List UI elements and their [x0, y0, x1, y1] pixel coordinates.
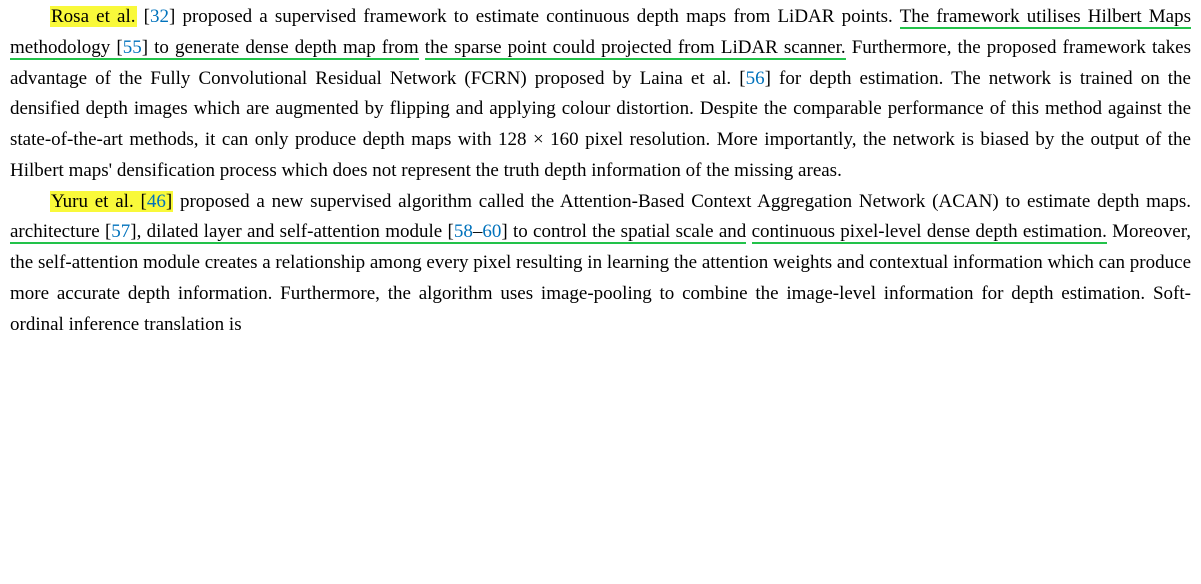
underline-segment: the sparse point could projected from Li…	[425, 37, 846, 60]
text: [	[137, 6, 150, 27]
underline-segment: continuous pixel-level dense depth estim…	[752, 221, 1107, 244]
text: proposed a new supervised algorithm call…	[173, 191, 1191, 212]
underline-segment: architecture [57], dilated layer and sel…	[10, 221, 746, 244]
text: ], dilated layer and self-attention modu…	[130, 221, 454, 242]
citation-57[interactable]: 57	[111, 221, 130, 242]
document-page: Rosa et al. [32] proposed a supervised f…	[0, 0, 1201, 342]
text: ] to control the spatial scale and	[501, 221, 746, 242]
text: Yuru et al. [	[51, 191, 147, 212]
citation-58[interactable]: 58	[454, 221, 473, 242]
highlight-author-2: Yuru et al. [46]	[50, 191, 173, 212]
citation-60[interactable]: 60	[482, 221, 501, 242]
citation-55[interactable]: 55	[123, 37, 142, 58]
text: –	[473, 221, 483, 242]
highlight-author-1: Rosa et al.	[50, 6, 137, 27]
citation-32[interactable]: 32	[150, 6, 169, 27]
paragraph-1: Rosa et al. [32] proposed a supervised f…	[10, 2, 1191, 187]
text: architecture [	[10, 221, 111, 242]
citation-56[interactable]: 56	[746, 68, 765, 89]
paragraph-2: Yuru et al. [46] proposed a new supervis…	[10, 187, 1191, 341]
citation-46[interactable]: 46	[147, 191, 166, 212]
text: ] to generate dense depth map from	[142, 37, 419, 58]
text: ] proposed a supervised framework to est…	[169, 6, 900, 27]
text: ]	[166, 191, 172, 212]
